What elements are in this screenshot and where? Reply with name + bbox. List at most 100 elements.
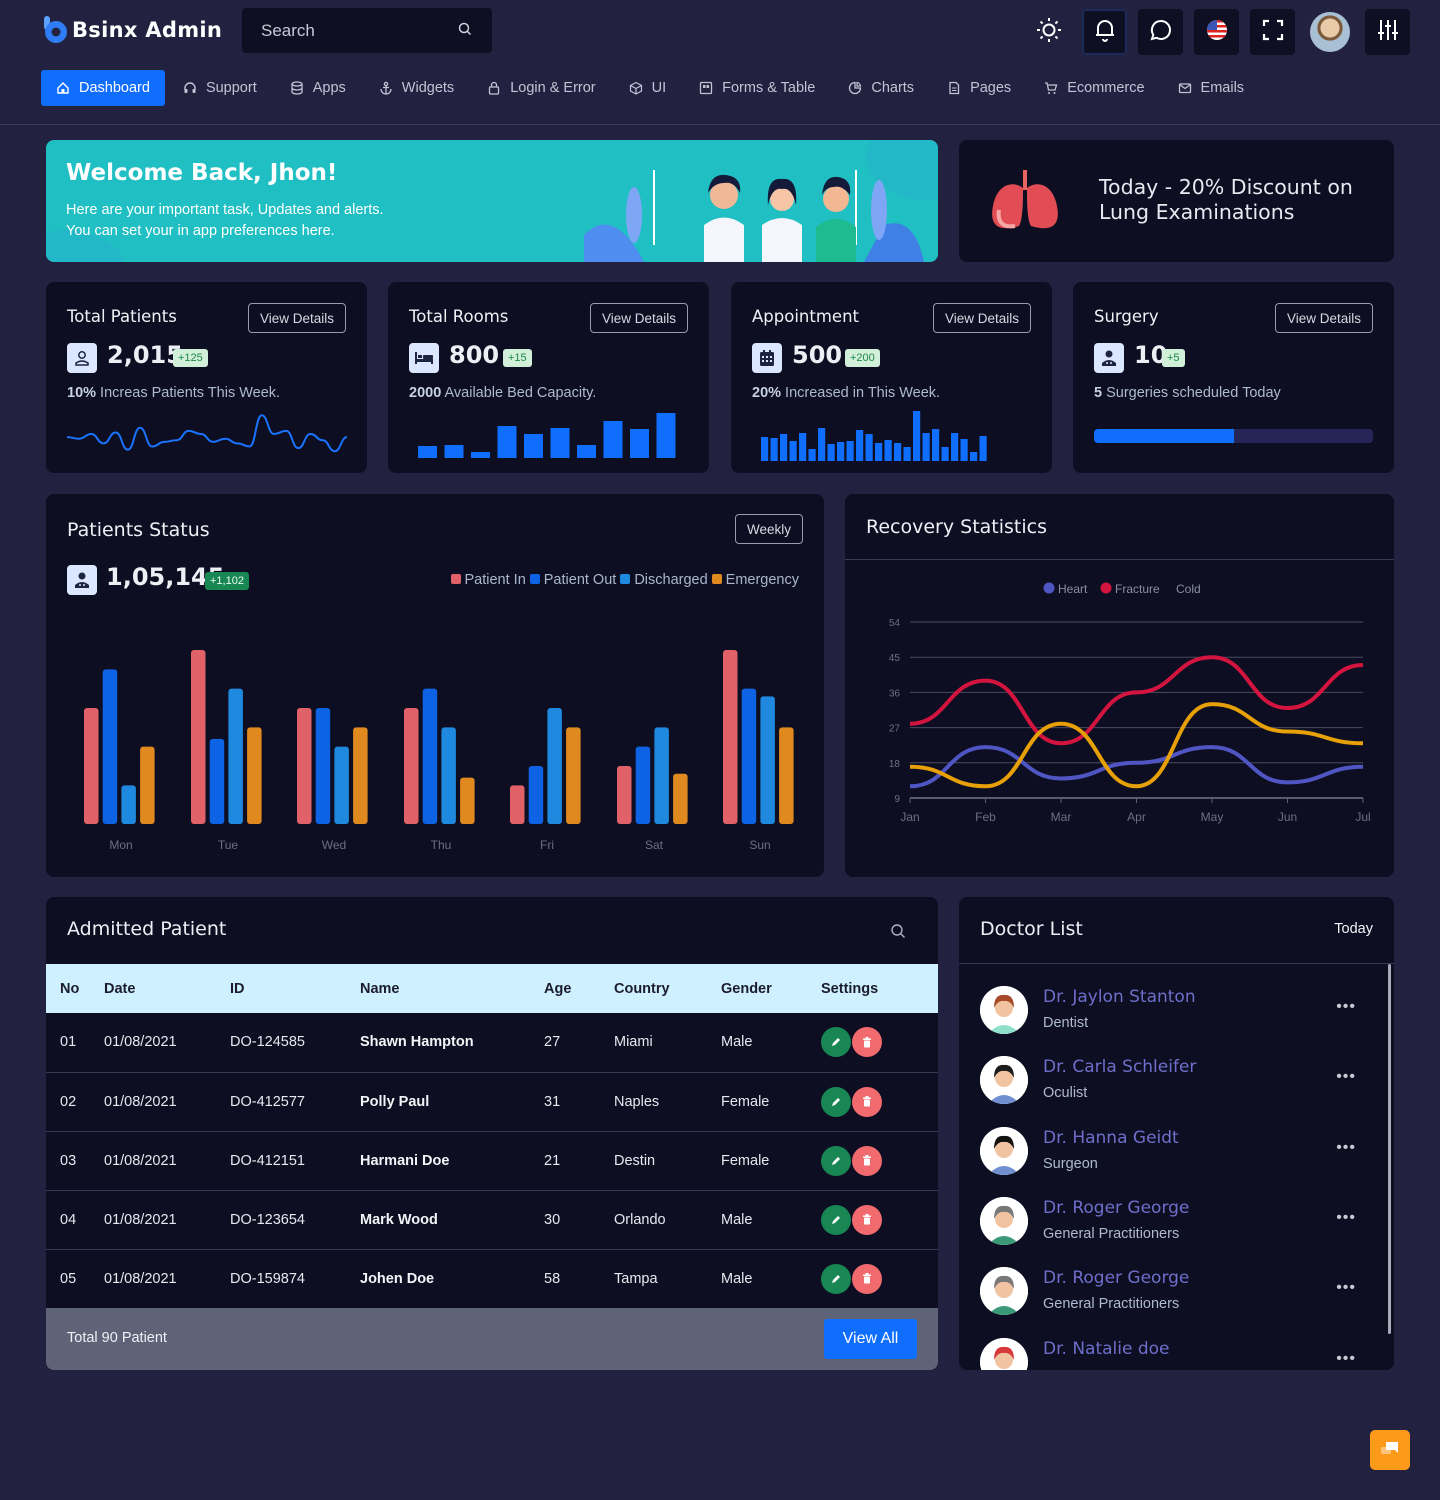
more-options-icon[interactable]: ••• — [1336, 1349, 1356, 1367]
nav-item-forms-table[interactable]: Forms & Table — [685, 70, 830, 106]
doctor-list-item[interactable]: Dr. Jaylon Stanton Dentist ••• — [980, 986, 1370, 1046]
chat-fab-button[interactable] — [1370, 1430, 1410, 1470]
legend-label: Emergency — [725, 572, 799, 588]
more-options-icon[interactable]: ••• — [1336, 1068, 1356, 1086]
nav-item-support[interactable]: Support — [169, 70, 272, 106]
progress-fill — [1094, 429, 1234, 443]
cell-country: Miami — [614, 1034, 653, 1051]
chat-bubbles-icon — [1380, 1440, 1400, 1461]
scrollbar[interactable] — [1388, 964, 1391, 1334]
doctor-list-item[interactable]: Dr. Carla Schleifer Oculist ••• — [980, 1056, 1370, 1116]
cell-age: 21 — [544, 1152, 561, 1169]
legend-swatch — [711, 574, 722, 584]
more-options-icon[interactable]: ••• — [1336, 1279, 1356, 1297]
doctor-name[interactable]: Dr. Natalie doe — [1043, 1338, 1170, 1359]
headset-icon — [184, 82, 196, 93]
view-details-button[interactable]: View Details — [932, 303, 1031, 333]
legend-item[interactable]: Discharged — [620, 572, 708, 588]
legend-swatch — [450, 574, 461, 584]
promo-card[interactable]: Today - 20% Discount on Lung Examination… — [959, 140, 1394, 262]
mail-icon — [1178, 83, 1191, 94]
legend-item[interactable]: Emergency — [711, 572, 799, 588]
doctor-name[interactable]: Dr. Carla Schleifer — [1043, 1057, 1197, 1078]
search-input[interactable] — [242, 8, 442, 53]
table-row: 03 01/08/2021 DO-412151 Harmani Doe 21 Destin… — [46, 1131, 938, 1190]
language-button[interactable] — [1194, 9, 1239, 55]
theme-toggle-button[interactable] — [1026, 9, 1071, 55]
surgery-progress-bar — [1094, 429, 1373, 443]
edit-button[interactable] — [821, 1263, 851, 1294]
edit-button[interactable] — [821, 1027, 851, 1058]
doctor-name[interactable]: Dr. Roger George — [1043, 1268, 1190, 1289]
trash-icon — [863, 1273, 871, 1284]
svg-text:54: 54 — [889, 618, 901, 629]
doctor-name[interactable]: Dr. Jaylon Stanton — [1043, 987, 1196, 1007]
doctor-list-item[interactable]: Dr. Roger George General Practitioners ••• — [980, 1196, 1370, 1257]
patients-table: No Date ID Name Age Country Gender Setti… — [46, 964, 938, 1309]
delete-button[interactable] — [852, 1204, 882, 1235]
nav-label: Dashboard — [79, 80, 150, 96]
nav-item-ecommerce[interactable]: Ecommerce — [1030, 70, 1159, 106]
view-all-button[interactable]: View All — [824, 1319, 917, 1359]
nav-item-login-error[interactable]: Login & Error — [473, 70, 610, 106]
view-details-button[interactable]: View Details — [589, 303, 688, 333]
weekly-filter-button[interactable]: Weekly — [734, 514, 803, 544]
nav-label: Ecommerce — [1067, 80, 1145, 96]
svg-text:Sat: Sat — [645, 838, 664, 852]
stat-title: Total Patients — [67, 307, 177, 326]
nav-item-widgets[interactable]: Widgets — [365, 70, 469, 106]
doctor-name[interactable]: Dr. Roger George — [1043, 1197, 1190, 1218]
delete-button[interactable] — [852, 1086, 882, 1117]
more-options-icon[interactable]: ••• — [1336, 998, 1356, 1015]
top-bar: Bsinx Admin — [0, 0, 1440, 125]
notifications-button[interactable] — [1082, 9, 1127, 55]
cell-name: Johen Doe — [360, 1270, 435, 1287]
box-icon — [629, 81, 642, 95]
edit-button[interactable] — [821, 1145, 851, 1176]
delete-button[interactable] — [852, 1027, 882, 1058]
nav-item-dashboard[interactable]: Dashboard — [41, 70, 165, 106]
settings-button[interactable] — [1365, 9, 1410, 55]
nav-item-charts[interactable]: Charts — [834, 70, 929, 106]
stat-card-total-rooms: Total Rooms View Details 800 +15 2000 Av… — [388, 282, 709, 473]
doctor-name[interactable]: Dr. Hanna Geidt — [1043, 1127, 1179, 1148]
edit-button[interactable] — [821, 1086, 851, 1117]
promo-line-2: Lung Examinations — [1099, 200, 1295, 224]
table-row: 04 01/08/2021 DO-123654 Mark Wood 30 Orlando M… — [46, 1190, 938, 1249]
delete-button[interactable] — [852, 1145, 882, 1176]
doctor-list-item[interactable]: Dr. Roger George General Practitioners ••• — [980, 1267, 1370, 1327]
more-options-icon[interactable]: ••• — [1336, 1208, 1356, 1226]
doctor-list-item[interactable]: Dr. Hanna Geidt Surgeon ••• — [980, 1126, 1370, 1187]
nav-item-apps[interactable]: Apps — [276, 70, 361, 106]
bell-icon — [1093, 17, 1117, 48]
doctor-list-item[interactable]: Dr. Natalie doe ••• — [980, 1337, 1370, 1370]
legend-item[interactable]: Patient Out — [529, 572, 616, 588]
view-details-button[interactable]: View Details — [247, 303, 346, 333]
delete-button[interactable] — [852, 1263, 882, 1294]
chart-legend: Patient In Patient Out Discharged Emergency — [450, 572, 799, 588]
bed-icon — [409, 343, 439, 373]
search-icon[interactable] — [890, 923, 906, 944]
search-icon[interactable] — [458, 22, 472, 41]
view-details-button[interactable]: View Details — [1274, 303, 1373, 333]
form-icon — [699, 81, 713, 95]
fullscreen-button[interactable] — [1250, 9, 1295, 55]
nav-item-pages[interactable]: Pages — [933, 70, 1026, 106]
today-filter[interactable]: Today — [1334, 921, 1373, 937]
nav-item-emails[interactable]: Emails — [1164, 70, 1260, 106]
more-options-icon[interactable]: ••• — [1336, 1138, 1356, 1156]
stat-title: Surgery — [1094, 307, 1159, 326]
user-avatar[interactable] — [1310, 12, 1350, 52]
messages-button[interactable] — [1138, 9, 1183, 55]
stat-badge: +125 — [173, 349, 208, 367]
logo[interactable]: Bsinx Admin — [42, 16, 222, 44]
card-title: Admitted Patient — [67, 918, 227, 940]
legend-item[interactable]: Patient In — [450, 572, 526, 588]
cell-date: 01/08/2021 — [104, 1270, 177, 1287]
cell-id: DO-412151 — [230, 1152, 305, 1169]
table-header-row: No Date ID Name Age Country Gender Setti… — [46, 964, 938, 1013]
cell-name: Shawn Hampton — [360, 1034, 474, 1051]
cell-country: Tampa — [614, 1270, 658, 1287]
edit-button[interactable] — [821, 1204, 851, 1235]
nav-item-ui[interactable]: UI — [615, 70, 682, 106]
